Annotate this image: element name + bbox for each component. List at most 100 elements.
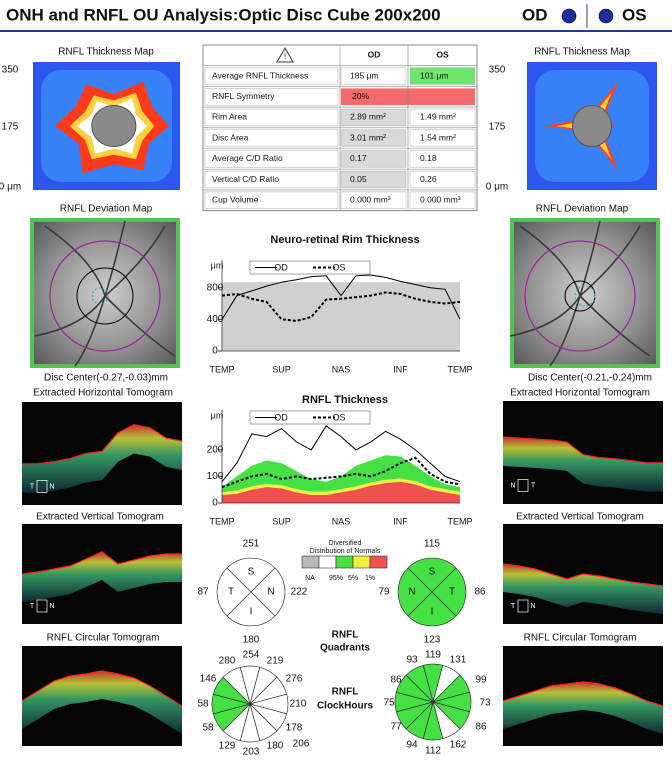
quadrant-sector	[431, 567, 467, 617]
clock-value: 77	[390, 722, 402, 733]
y-tick-label: 200	[207, 444, 224, 455]
quadrant-letter: N	[267, 587, 274, 598]
normal-green	[222, 455, 460, 493]
quadrant-value: 79	[378, 587, 390, 598]
column-header: OD	[368, 50, 381, 60]
ilm-line	[21, 670, 183, 707]
tomogram-title: Extracted Vertical Tomogram	[516, 512, 644, 523]
retina-layers	[503, 682, 663, 734]
x-tick-label: INF	[393, 516, 408, 526]
clock-value: 93	[406, 655, 418, 666]
section-label: Quadrants	[320, 643, 370, 654]
scan-circle	[524, 240, 636, 352]
vessel	[549, 295, 581, 367]
icon-box	[36, 480, 48, 493]
od-cell	[340, 150, 407, 168]
vessel	[579, 220, 601, 297]
cell-value: 1.54 mm²	[420, 132, 456, 142]
tomogram-title: RNFL Circular Tomogram	[524, 633, 637, 644]
vessel	[104, 220, 126, 297]
row-label: Vertical C/D Ratio	[212, 174, 279, 184]
icon-letter: N	[49, 603, 54, 610]
icon-box	[36, 599, 48, 613]
icon-letter: T	[531, 482, 536, 489]
clock-value: 203	[243, 747, 260, 758]
cell-value: 0.17	[350, 153, 367, 163]
os-dot	[598, 8, 614, 24]
row-label: Rim Area	[212, 112, 247, 122]
label-cell	[204, 191, 339, 209]
row-label: Average RNFL Thickness	[212, 70, 308, 80]
legend-label: OS	[332, 412, 345, 422]
scan-circle	[49, 240, 161, 352]
cell-value: 0.000 mm³	[350, 195, 391, 205]
icon-letter: N	[530, 603, 535, 610]
clock-value: 119	[425, 650, 441, 661]
os-cell	[409, 170, 476, 189]
clock-value: 178	[286, 723, 303, 734]
icon-box	[517, 599, 529, 613]
quadrant-sector	[216, 567, 252, 617]
clock-value: 94	[406, 740, 418, 751]
quadrant-letter: T	[228, 587, 234, 598]
x-tick-label: TEMP	[447, 516, 472, 526]
icon-letter: T	[511, 603, 516, 610]
os-cell	[409, 129, 476, 147]
clock-value: 58	[197, 699, 209, 710]
ilm-line	[502, 563, 664, 587]
section-label: ClockHours	[317, 701, 374, 712]
clock-value: 86	[475, 722, 487, 733]
scale-label: 350	[489, 65, 506, 76]
od-cell	[340, 67, 407, 85]
deviation-map	[514, 222, 656, 364]
quadrant-sector	[397, 567, 433, 617]
vessel	[579, 295, 651, 357]
legend-label: 1%	[365, 575, 375, 582]
scale-label: 0 μm	[486, 182, 508, 193]
cup-outline	[91, 287, 109, 305]
label-cell	[204, 108, 339, 127]
y-tick-label: 400	[207, 314, 224, 325]
od-cell	[340, 170, 407, 189]
cup-outline	[574, 285, 596, 307]
quadrant-value: 115	[424, 539, 440, 550]
tomogram-title: Extracted Horizontal Tomogram	[33, 388, 173, 399]
retina-layers	[22, 671, 182, 734]
retina-layers	[22, 424, 182, 493]
cell-value: 0.05	[350, 174, 367, 184]
clock-value: 58	[202, 723, 214, 734]
clock-value: 131	[450, 655, 467, 666]
x-tick-label: SUP	[272, 364, 291, 374]
x-tick-label: INF	[393, 364, 408, 374]
legend-label: 95%	[329, 575, 343, 582]
tomogram-title: RNFL Circular Tomogram	[47, 633, 160, 644]
map-title: RNFL Deviation Map	[536, 204, 629, 215]
clock-value: 210	[290, 699, 307, 710]
quadrant-sector	[226, 557, 276, 593]
quadrant-sector	[407, 591, 457, 627]
quadrant-letter: S	[248, 567, 255, 578]
legend-title: Diversified	[329, 540, 362, 547]
os-line	[221, 456, 461, 489]
clock-value: 129	[219, 741, 236, 752]
disc-outline	[76, 267, 134, 325]
row-label: RNFL Symmetry	[212, 91, 275, 101]
quadrant-value: 86	[474, 587, 486, 598]
label-cell	[204, 129, 339, 147]
legend-label: 5%	[348, 575, 358, 582]
clock-value: 75	[383, 698, 395, 709]
y-tick-label: 100	[207, 471, 224, 482]
cell-value: 3.01 mm²	[350, 132, 386, 142]
od-dot	[561, 8, 577, 24]
x-tick-label: TEMP	[209, 516, 234, 526]
map-title: RNFL Thickness Map	[58, 47, 154, 58]
clock-value: 276	[286, 674, 303, 685]
x-tick-label: TEMP	[209, 364, 234, 374]
legend-label: NA	[305, 575, 315, 582]
y-tick-label: 0	[212, 346, 218, 357]
quadrant-sector	[226, 591, 276, 627]
quadrant-letter: N	[408, 587, 415, 598]
scale-label: 0 μm	[0, 182, 21, 193]
legend-box	[249, 410, 371, 425]
